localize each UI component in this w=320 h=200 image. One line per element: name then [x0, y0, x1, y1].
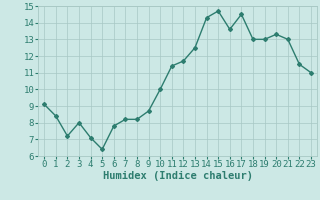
- X-axis label: Humidex (Indice chaleur): Humidex (Indice chaleur): [103, 171, 252, 181]
